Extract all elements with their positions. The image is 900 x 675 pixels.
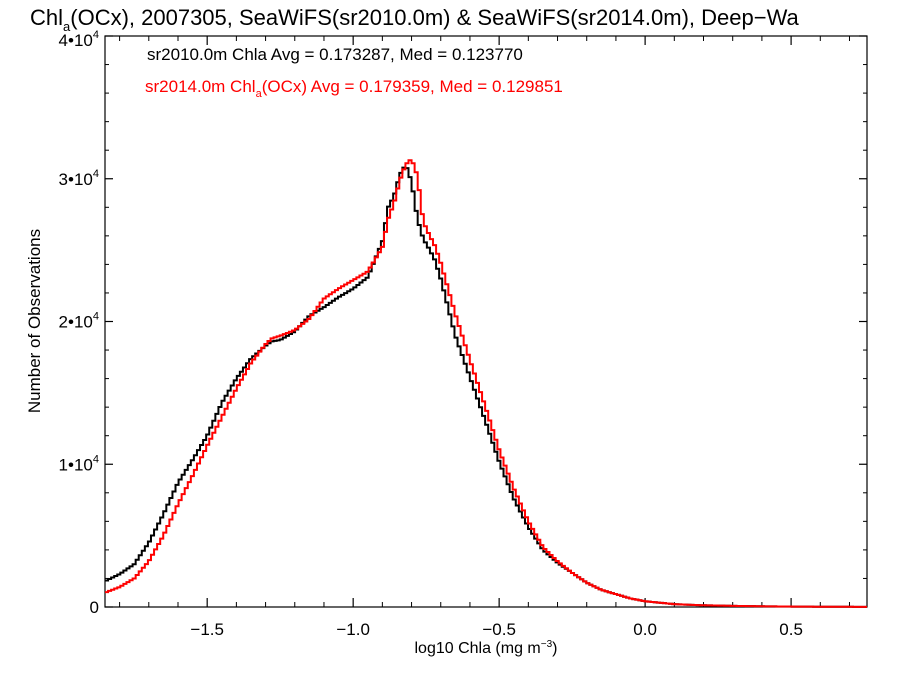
chart-title-sub: a [63, 19, 71, 34]
legend-red-pre: sr2014.0m Chl [145, 77, 256, 96]
legend-entry-red: sr2014.0m Chla(OCx) Avg = 0.179359, Med … [145, 77, 563, 100]
x-axis-ticks: −1.5 −1.0 −0.5 0.0 0.5 [119, 36, 850, 639]
x-tick-label: −1.0 [336, 620, 370, 639]
chart-title-pre: Chl [30, 5, 63, 30]
x-tick-label: 0.0 [633, 620, 657, 639]
series-sr2010-line [105, 166, 867, 608]
x-tick-label: −0.5 [482, 620, 516, 639]
chart-title: Chla(OCx), 2007305, SeaWiFS(sr2010.0m) &… [30, 5, 800, 34]
legend-red-post: (OCx) Avg = 0.179359, Med = 0.129851 [262, 77, 563, 96]
legend-entry-black: sr2010.0m Chla Avg = 0.173287, Med = 0.1… [147, 45, 523, 64]
x-axis-label-pre: log10 Chla (mg m [414, 640, 540, 657]
legend-red-sub: a [256, 88, 263, 100]
y-axis-ticks: 0 1•104 2•104 3•104 4•104 [59, 29, 867, 617]
series-layer [105, 159, 867, 608]
series-sr2014-line [105, 159, 867, 608]
x-tick-label: 0.5 [779, 620, 803, 639]
x-axis-label: log10 Chla (mg m−3) [414, 639, 557, 657]
x-axis-label-sup: −3 [541, 639, 553, 650]
x-tick-label: −1.5 [190, 620, 224, 639]
chart-title-post: (OCx), 2007305, SeaWiFS(sr2010.0m) & Sea… [70, 5, 799, 30]
x-axis-label-post: ) [552, 640, 557, 657]
y-tick-label: 2•104 [59, 311, 99, 332]
y-tick-label: 0 [90, 598, 99, 617]
y-tick-label: 3•104 [59, 168, 99, 189]
y-axis-label: Number of Observations [25, 229, 44, 413]
plot-frame [104, 35, 868, 608]
y-tick-label: 4•104 [59, 29, 99, 50]
y-tick-label: 1•104 [59, 453, 99, 474]
